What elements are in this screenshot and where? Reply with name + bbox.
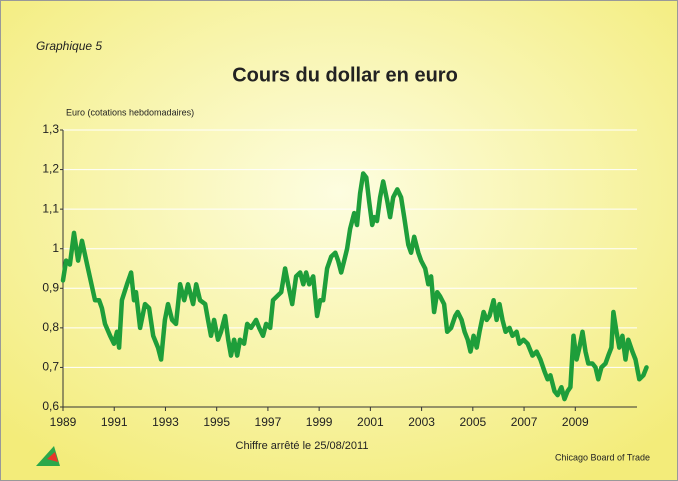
x-tick-label: 1997 [255,415,282,429]
note: Chiffre arrêté le 25/08/2011 [236,440,369,452]
y-tick-label: 1 [52,241,59,255]
y-tick-label: 0,6 [42,399,59,413]
chart-title: Cours du dollar en euro [232,64,458,86]
x-tick-label: 1993 [152,415,179,429]
y-axis-label: Euro (cotations hebdomadaires) [66,107,194,117]
x-tick-label: 2001 [357,415,384,429]
y-tick-label: 1,3 [42,122,59,136]
y-tick-label: 1,2 [42,162,59,176]
chart-label: Graphique 5 [36,39,102,53]
x-tick-label: 1999 [306,415,333,429]
source: Chicago Board of Trade [555,452,650,462]
x-tick-label: 2003 [408,415,435,429]
x-tick-label: 2007 [511,415,538,429]
x-tick-label: 1991 [101,415,128,429]
y-tick-label: 0,9 [42,280,59,294]
data-line [60,171,649,402]
x-tick-label: 1995 [203,415,230,429]
logo [36,446,60,466]
y-tick-label: 0,7 [42,360,59,374]
y-tick-label: 1,1 [42,201,59,215]
x-tick-label: 2009 [562,415,589,429]
y-tick-label: 0,8 [42,320,59,334]
x-tick-label: 1989 [50,415,77,429]
x-tick-label: 2005 [459,415,486,429]
